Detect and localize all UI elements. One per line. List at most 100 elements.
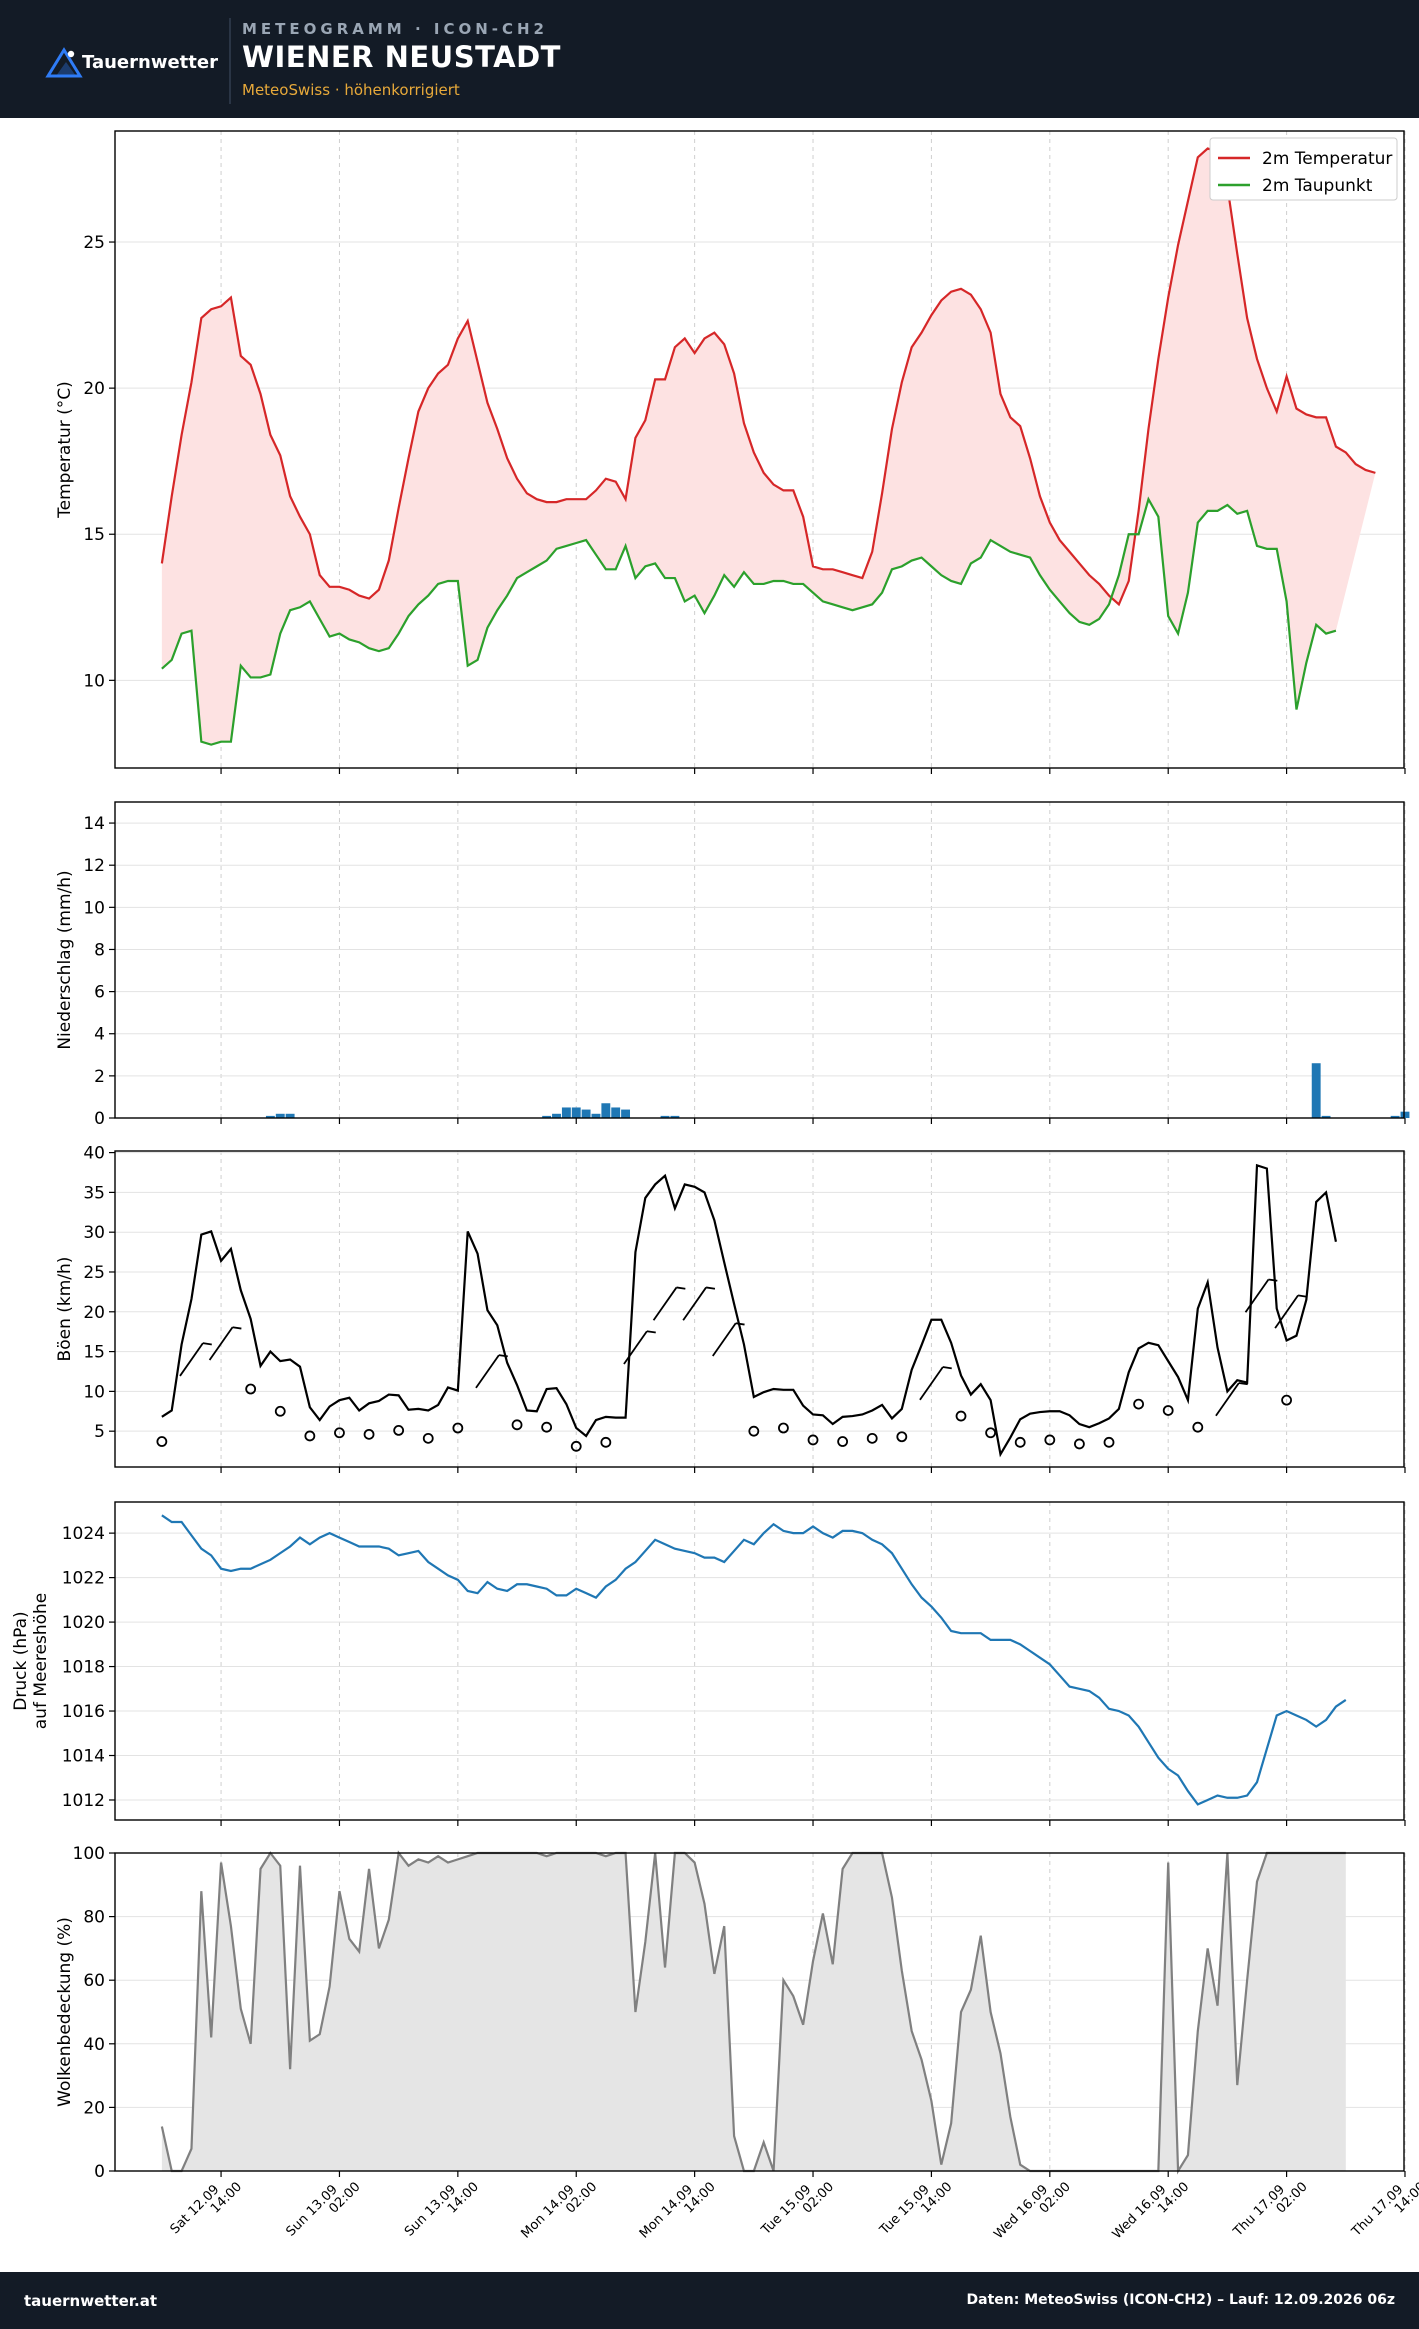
chart-legend: 2m Temperatur 2m Taupunkt — [1209, 137, 1398, 201]
wind-barb — [623, 1330, 656, 1365]
precip-bar — [611, 1107, 621, 1118]
footer-site: tauernwetter.at — [24, 2292, 158, 2310]
precip-bar — [542, 1115, 552, 1118]
clouds-ytick-label: 60 — [83, 1971, 105, 1991]
gusts-ytick-label: 30 — [83, 1223, 105, 1243]
wind-calm-marker — [570, 1440, 582, 1452]
precipitation-ytick-label: 4 — [94, 1025, 105, 1045]
gusts-ytick-label: 20 — [83, 1303, 105, 1323]
mountain-logo-icon — [45, 47, 83, 78]
temperature-ytick-label: 25 — [83, 233, 105, 253]
wind-barb — [712, 1322, 745, 1357]
precip-bar — [275, 1113, 285, 1118]
wind-calm-marker — [985, 1427, 997, 1439]
wind-calm-marker — [393, 1424, 405, 1436]
wind-calm-marker — [600, 1436, 612, 1448]
wind-calm-marker — [1162, 1405, 1174, 1416]
gusts-ytick-label: 10 — [83, 1382, 105, 1402]
wind-calm-marker — [748, 1425, 760, 1437]
wind-calm-marker — [1014, 1436, 1026, 1448]
pressure-ytick-label: 1024 — [62, 1524, 105, 1544]
wind-barb — [919, 1366, 952, 1401]
footer-source: Daten: MeteoSwiss (ICON-CH2) – Lauf: 12.… — [966, 2292, 1395, 2308]
wind-calm-marker — [1074, 1438, 1085, 1450]
temperature-ytick-label: 10 — [83, 671, 105, 691]
precip-bar — [601, 1103, 611, 1118]
clouds-ytick-label: 20 — [83, 2098, 105, 2118]
clouds-frame — [114, 1852, 1405, 2172]
legend-box — [1209, 137, 1398, 201]
precip-bar — [670, 1115, 680, 1118]
wind-barb-flag — [1297, 1294, 1308, 1298]
wind-barb-flag — [735, 1322, 745, 1326]
wind-barb-flag — [942, 1366, 952, 1370]
pressure-ytick-label: 1014 — [62, 1747, 105, 1767]
wind-calm-marker — [807, 1434, 819, 1446]
gusts-ytick-label: 15 — [83, 1343, 105, 1363]
wind-barb — [1215, 1382, 1248, 1417]
wind-calm-marker — [511, 1419, 523, 1431]
wind-calm-marker — [334, 1427, 345, 1439]
clouds-ytick-label: 100 — [73, 1844, 105, 1864]
precip-bar — [581, 1109, 591, 1118]
gust-line — [161, 1163, 1338, 1458]
wind-calm-marker — [955, 1410, 967, 1422]
cloud-fill — [161, 1853, 1346, 2171]
temperature-line — [160, 147, 1376, 607]
temperature-dewpoint-fill — [161, 148, 1376, 745]
precip-bar — [591, 1113, 601, 1118]
wind-barb-shaft — [712, 1322, 737, 1357]
clouds-ylabel: Wolkenbedeckung (%) — [55, 1917, 75, 2107]
gusts-ytick-label: 35 — [83, 1183, 105, 1203]
wind-barb-flag — [676, 1286, 686, 1290]
temperature-ytick-label: 15 — [83, 525, 105, 545]
gusts-ylabel: Böen (km/h) — [55, 1257, 75, 1362]
precipitation-ytick-label: 8 — [94, 940, 105, 960]
pressure-ytick-label: 1020 — [62, 1613, 105, 1633]
wind-barb-shaft — [179, 1342, 204, 1377]
precipitation-ytick-label: 14 — [83, 814, 105, 834]
precip-bar — [561, 1107, 571, 1118]
precip-bar — [1311, 1063, 1321, 1118]
header-bar: Tauernwetter METEOGRAMM · ICON-CH2 WIENE… — [0, 0, 1419, 118]
precip-bar — [660, 1115, 670, 1118]
wind-barb-shaft — [652, 1286, 678, 1321]
wind-barb-shaft — [208, 1326, 234, 1361]
gusts-ytick-label: 5 — [94, 1422, 105, 1442]
wind-barb — [475, 1354, 508, 1389]
wind-barb-flag — [646, 1330, 656, 1334]
pressure-ytick-label: 1012 — [62, 1791, 105, 1811]
wind-calm-marker — [156, 1436, 168, 1447]
legend-label: 2m Taupunkt — [1262, 176, 1373, 196]
clouds-ytick-label: 0 — [94, 2162, 105, 2182]
precipitation-ytick-label: 12 — [83, 856, 105, 876]
wind-calm-marker — [452, 1422, 464, 1434]
clouds-ytick-label: 40 — [83, 2035, 105, 2055]
precip-bar — [621, 1109, 631, 1118]
wind-calm-marker — [422, 1432, 434, 1444]
temperature-ytick-label: 20 — [83, 379, 105, 399]
wind-barb — [208, 1326, 242, 1361]
wind-barb-shaft — [682, 1286, 707, 1321]
pressure-ytick-label: 1022 — [62, 1569, 105, 1589]
precip-bar — [265, 1115, 275, 1118]
page-title: WIENER NEUSTADT — [242, 40, 561, 74]
wind-calm-marker — [1192, 1421, 1204, 1433]
wind-calm-marker — [541, 1421, 553, 1433]
precipitation-ytick-label: 0 — [94, 1109, 105, 1129]
gusts-frame — [114, 1150, 1405, 1468]
page-subtitle: MeteoSwiss · höhenkorrigiert — [242, 81, 460, 99]
wind-barb-shaft — [623, 1330, 648, 1365]
wind-calm-marker — [1133, 1398, 1145, 1410]
pressure-ylabel: auf Meereshöhe — [31, 1593, 51, 1730]
header-divider — [229, 18, 231, 104]
wind-barb-flag — [498, 1354, 508, 1358]
precipitation-ytick-label: 10 — [83, 898, 105, 918]
dewpoint-line — [161, 496, 1337, 746]
